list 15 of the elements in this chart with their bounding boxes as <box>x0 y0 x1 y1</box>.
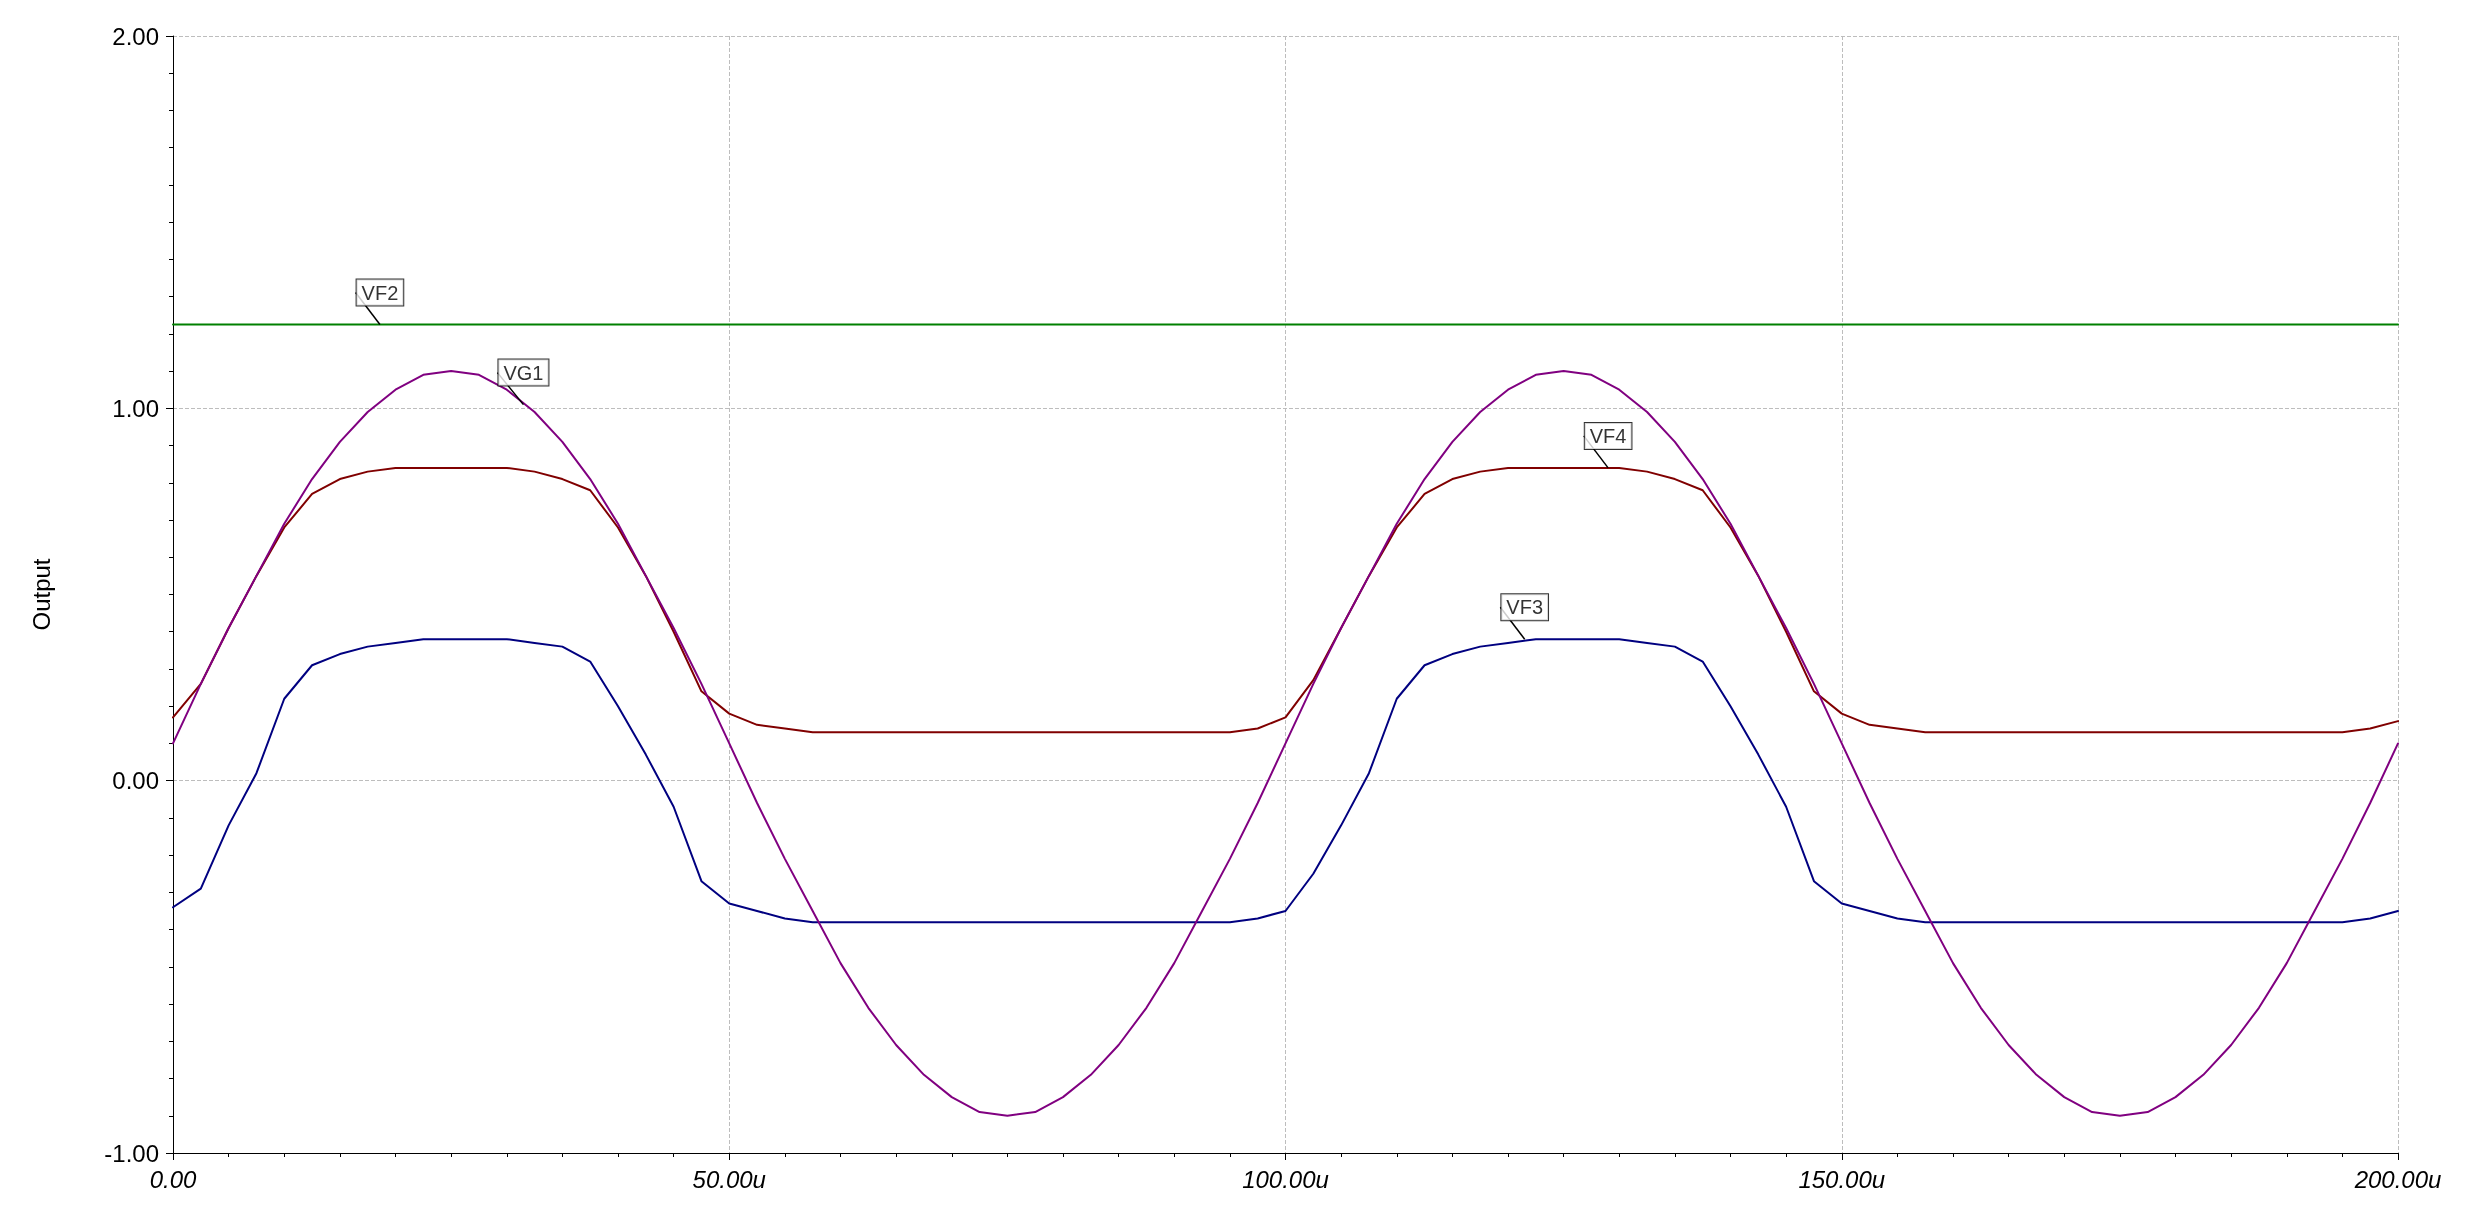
y-axis-title: Output <box>27 558 55 631</box>
line-series <box>172 466 2399 734</box>
x-tick-label: 0.00 <box>149 1165 197 1193</box>
y-tick-label: 1.00 <box>112 394 159 422</box>
y-tick-label: 0.00 <box>112 767 159 795</box>
y-tick-label: -1.00 <box>104 1139 159 1167</box>
annotation: VF4 <box>1589 424 1627 447</box>
line-series <box>172 638 2399 924</box>
x-tick-label: 150.00u <box>1798 1165 1886 1193</box>
x-tick-label: 50.00u <box>692 1165 766 1193</box>
annotation: VF2 <box>361 281 399 304</box>
x-tick-label: 100.00u <box>1242 1165 1329 1193</box>
y-tick-label: 2.00 <box>112 22 159 50</box>
annotation: VF3 <box>1506 596 1544 619</box>
x-tick-label: 200.00u <box>2353 1165 2442 1193</box>
